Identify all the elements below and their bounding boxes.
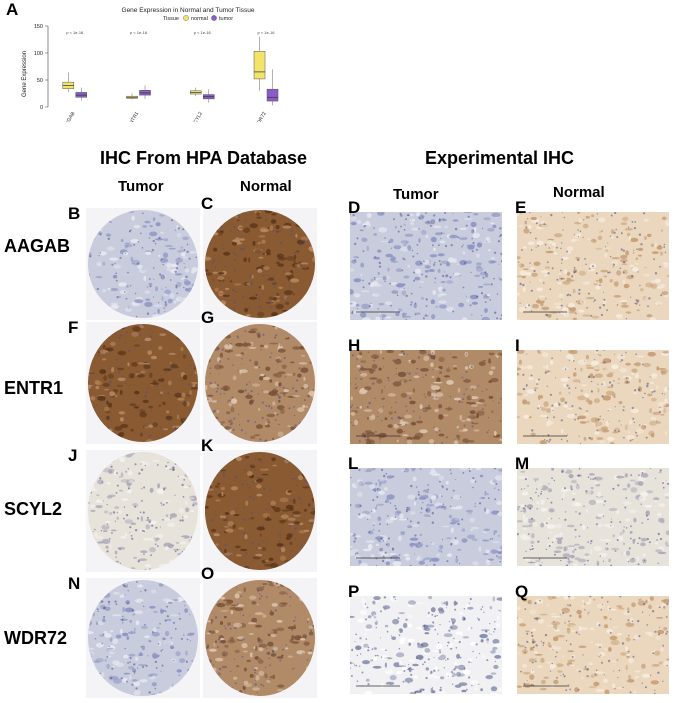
boxplot-chart: Gene Expression in Normal and Tumor Tiss… [18, 4, 308, 129]
box-tumor-WDR72 [266, 88, 279, 102]
ihc-panel-d [350, 212, 502, 320]
x-tick-label: AAGAB [63, 110, 77, 122]
ihc-image-m [517, 468, 669, 566]
ihc-panel-h [350, 350, 502, 444]
panel-letter-m: M [515, 454, 530, 473]
ihc-panel-c [203, 208, 317, 320]
ihc-panel-m [517, 468, 669, 566]
ihc-panel-g [203, 322, 317, 444]
hpa-normal-column-heading: Normal [240, 178, 292, 195]
chart-plot-area: 0 50 100 150 p < 1e-16 AAGAB p < 1e-16 ENTR1 p <… [34, 24, 279, 129]
panel-letter-o: O [201, 564, 215, 583]
ihc-panel-q [517, 596, 669, 694]
chart-title: Gene Expression in Normal and Tumor Tiss… [122, 7, 255, 14]
panel-letter-i: I [515, 336, 520, 355]
y-tick-label: 0 [40, 105, 43, 111]
ihc-panel-n [86, 578, 200, 698]
ihc-panel-p [350, 596, 502, 694]
panel-letter-c: C [201, 194, 214, 213]
chart-ylabel: Gene Expression [22, 51, 28, 97]
ihc-panel-b [86, 208, 200, 320]
p-value-label: p < 1e-16 [130, 30, 148, 35]
ihc-panel-f [86, 322, 200, 444]
boxplot-svg: Gene Expression in Normal and Tumor Tiss… [22, 7, 279, 129]
ihc-image-j [88, 452, 198, 570]
experimental-tumor-column-heading: Tumor [393, 186, 439, 203]
ihc-image-h [350, 350, 502, 444]
y-tick-label: 50 [37, 78, 43, 84]
y-tick-label: 150 [34, 24, 43, 30]
gene-label-entr1: ENTR1 [4, 378, 64, 398]
gene-label-aagab: AAGAB [4, 236, 70, 256]
ihc-image-f [88, 324, 198, 442]
ihc-image-c [205, 210, 315, 318]
panel-letter-j: J [68, 446, 78, 465]
ihc-image-g [205, 324, 315, 442]
gene-label-scyl2: SCYL2 [4, 499, 63, 519]
legend-label-tumor: tumor [219, 16, 233, 22]
panel-letter-n: N [68, 574, 81, 593]
ihc-image-e [517, 212, 669, 320]
gene-label-wdr72: WDR72 [4, 628, 68, 648]
legend-swatch-normal [183, 15, 189, 21]
ihc-panel-o [203, 578, 317, 698]
x-tick-label: SCYL2 [191, 111, 204, 122]
panel-letter-e: E [515, 198, 527, 217]
ihc-image-i [517, 350, 669, 444]
legend-title: Tissue [163, 16, 179, 22]
ihc-image-l [350, 468, 502, 566]
experimental-normal-column-heading: Normal [553, 184, 605, 201]
ihc-image-n [88, 580, 198, 696]
p-value-label: p < 1e-16 [258, 30, 276, 35]
ihc-panel-e [517, 212, 669, 320]
panel-letter-k: K [201, 436, 214, 455]
hpa-tumor-column-heading: Tumor [118, 178, 164, 195]
legend-swatch-tumor [211, 15, 217, 21]
ihc-image-p [350, 596, 502, 694]
experimental-section-title: Experimental IHC [425, 148, 575, 168]
panel-letter-l: L [348, 454, 359, 473]
panel-letter-f: F [68, 318, 79, 337]
ihc-panel-i [517, 350, 669, 444]
ihc-image-k [205, 452, 315, 570]
panel-letter-q: Q [515, 582, 529, 601]
legend-label-normal: normal [191, 16, 208, 22]
p-value-label: p < 1e-16 [66, 30, 84, 35]
ihc-image-b [88, 210, 198, 318]
ihc-panel-j [86, 450, 200, 572]
ihc-image-d [350, 212, 502, 320]
chart-legend: Tissue normal tumor [163, 15, 233, 22]
x-tick-label: ENTR1 [127, 111, 141, 122]
panel-letter-d: D [348, 198, 361, 217]
panel-letter-a: A [6, 0, 19, 19]
y-tick-label: 100 [34, 51, 43, 57]
panel-letter-b: B [68, 204, 81, 223]
box-normal-WDR72 [253, 51, 266, 80]
panel-letter-p: P [348, 582, 360, 601]
hpa-section-title: IHC From HPA Database [100, 148, 308, 168]
ihc-panel-k [203, 450, 317, 572]
ihc-image-o [205, 580, 315, 696]
panel-letter-g: G [201, 308, 215, 327]
ihc-panel-l [350, 468, 502, 566]
p-value-label: p < 1e-16 [194, 30, 212, 35]
ihc-image-q [517, 596, 669, 694]
panel-letter-h: H [348, 336, 361, 355]
x-tick-label: WDR72 [254, 111, 268, 122]
